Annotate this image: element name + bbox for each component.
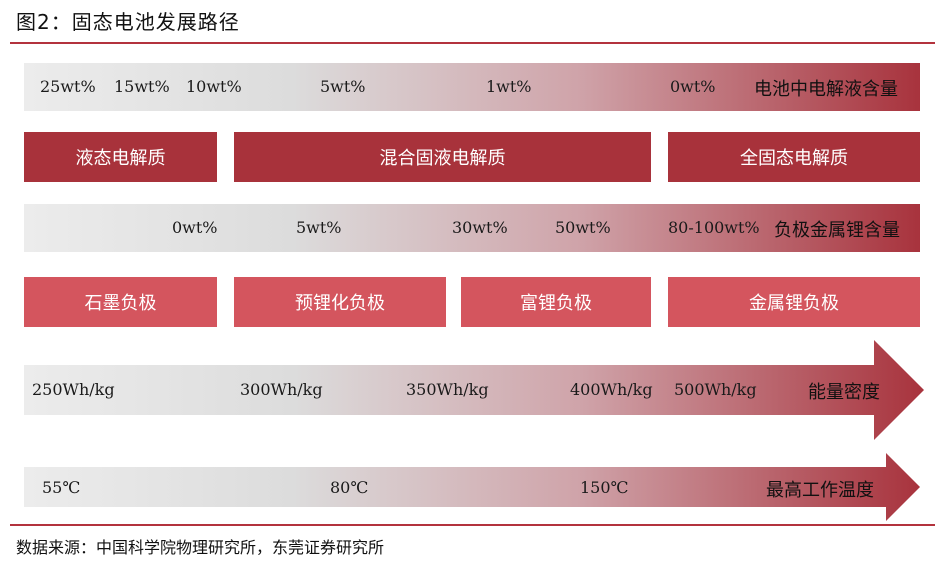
- data-source: 数据来源：中国科学院物理研究所，东莞证券研究所: [16, 538, 385, 557]
- energy-value-500: 500Wh/kg: [674, 380, 757, 399]
- energy-density-labels: 250Wh/kg 300Wh/kg 350Wh/kg 400Wh/kg 500W…: [24, 340, 924, 440]
- temperature-value-150: 150℃: [580, 478, 629, 497]
- liquid-electrolyte-box: 液态电解质: [24, 132, 217, 182]
- figure-title: 图2：固态电池发展路径: [16, 10, 240, 34]
- electrolyte-content-band: 25wt% 15wt% 10wt% 5wt% 1wt% 0wt% 电池中电解液含…: [24, 63, 920, 111]
- hybrid-electrolyte-box: 混合固液电解质: [234, 132, 651, 182]
- electrolyte-value-1: 1wt%: [486, 77, 532, 96]
- temperature-labels: 55℃ 80℃ 150℃ 最高工作温度: [24, 453, 924, 521]
- electrolyte-value-5: 5wt%: [320, 77, 366, 96]
- graphite-anode-box: 石墨负极: [24, 277, 217, 327]
- lithium-rich-anode-box: 富锂负极: [461, 277, 651, 327]
- electrolyte-value-25: 25wt%: [40, 77, 96, 96]
- energy-value-300: 300Wh/kg: [240, 380, 323, 399]
- lithium-content-label: 负极金属锂含量: [774, 220, 900, 241]
- lithium-value-30: 30wt%: [452, 218, 508, 237]
- lithium-value-0: 0wt%: [172, 218, 218, 237]
- lithium-content-band: 0wt% 5wt% 30wt% 50wt% 80-100wt% 负极金属锂含量: [24, 204, 920, 252]
- energy-density-label: 能量密度: [808, 382, 880, 403]
- temperature-value-55: 55℃: [42, 478, 81, 497]
- lithium-metal-anode-box: 金属锂负极: [668, 277, 920, 327]
- electrolyte-value-15: 15wt%: [114, 77, 170, 96]
- temperature-arrow: [24, 453, 920, 521]
- energy-density-arrow: [24, 340, 924, 440]
- top-divider: [10, 42, 935, 44]
- solid-electrolyte-box: 全固态电解质: [668, 132, 920, 182]
- electrolyte-value-10: 10wt%: [186, 77, 242, 96]
- prelithiated-anode-box: 预锂化负极: [234, 277, 446, 327]
- electrolyte-content-label: 电池中电解液含量: [754, 79, 898, 100]
- lithium-value-50: 50wt%: [555, 218, 611, 237]
- energy-value-400: 400Wh/kg: [570, 380, 653, 399]
- lithium-value-5: 5wt%: [296, 218, 342, 237]
- energy-value-350: 350Wh/kg: [406, 380, 489, 399]
- energy-value-250: 250Wh/kg: [32, 380, 115, 399]
- lithium-value-80-100: 80-100wt%: [668, 218, 760, 237]
- temperature-label: 最高工作温度: [766, 480, 874, 501]
- bottom-divider: [10, 524, 935, 526]
- electrolyte-value-0: 0wt%: [670, 77, 716, 96]
- temperature-value-80: 80℃: [330, 478, 369, 497]
